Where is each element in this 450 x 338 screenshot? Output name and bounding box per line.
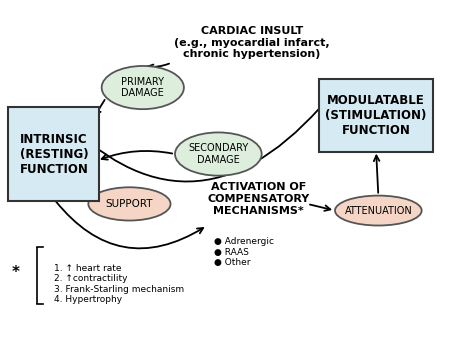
Ellipse shape xyxy=(102,66,184,109)
Text: ● Adrenergic
● RAAS
● Other: ● Adrenergic ● RAAS ● Other xyxy=(214,237,274,267)
Ellipse shape xyxy=(88,187,171,220)
Text: SECONDARY
DAMAGE: SECONDARY DAMAGE xyxy=(188,143,248,165)
Text: 1. ↑ heart rate
2. ↑contractility
3. Frank-Starling mechanism
4. Hypertrophy: 1. ↑ heart rate 2. ↑contractility 3. Fra… xyxy=(54,264,184,304)
Text: INTRINSIC
(RESTING)
FUNCTION: INTRINSIC (RESTING) FUNCTION xyxy=(19,132,88,175)
Ellipse shape xyxy=(175,132,261,176)
Ellipse shape xyxy=(335,196,422,225)
Text: ATTENUATION: ATTENUATION xyxy=(344,206,412,216)
FancyBboxPatch shape xyxy=(9,107,99,200)
Text: ACTIVATION OF
COMPENSATORY
MECHANISMS*: ACTIVATION OF COMPENSATORY MECHANISMS* xyxy=(207,182,310,216)
Text: PRIMARY
DAMAGE: PRIMARY DAMAGE xyxy=(122,77,164,98)
Text: MODULATABLE
(STIMULATION)
FUNCTION: MODULATABLE (STIMULATION) FUNCTION xyxy=(325,94,427,137)
Text: SUPPORT: SUPPORT xyxy=(106,199,153,209)
Text: CARDIAC INSULT
(e.g., myocardial infarct,
chronic hypertension): CARDIAC INSULT (e.g., myocardial infarct… xyxy=(174,26,329,59)
FancyBboxPatch shape xyxy=(320,79,433,152)
Text: *: * xyxy=(11,265,19,280)
